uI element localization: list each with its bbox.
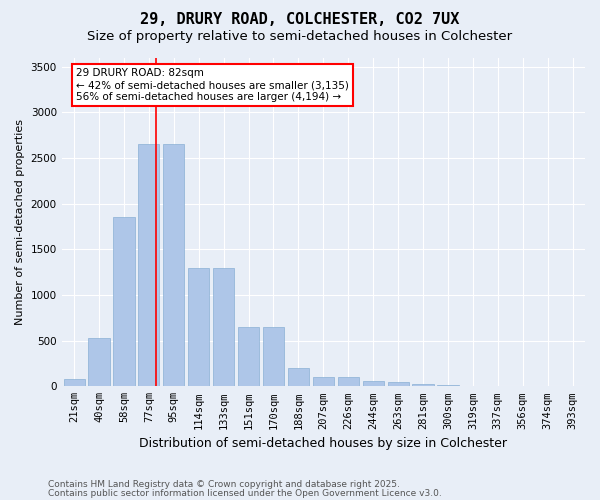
- Text: 29, DRURY ROAD, COLCHESTER, CO2 7UX: 29, DRURY ROAD, COLCHESTER, CO2 7UX: [140, 12, 460, 28]
- Bar: [313, 377, 334, 386]
- Bar: [338, 377, 359, 386]
- Bar: [388, 382, 409, 386]
- Bar: [213, 268, 234, 386]
- Bar: [64, 380, 85, 386]
- Bar: [113, 218, 134, 386]
- Bar: [362, 381, 384, 386]
- Text: Contains HM Land Registry data © Crown copyright and database right 2025.: Contains HM Land Registry data © Crown c…: [48, 480, 400, 489]
- X-axis label: Distribution of semi-detached houses by size in Colchester: Distribution of semi-detached houses by …: [139, 437, 508, 450]
- Text: 29 DRURY ROAD: 82sqm
← 42% of semi-detached houses are smaller (3,135)
56% of se: 29 DRURY ROAD: 82sqm ← 42% of semi-detac…: [76, 68, 349, 102]
- Bar: [163, 144, 184, 386]
- Bar: [238, 327, 259, 386]
- Text: Size of property relative to semi-detached houses in Colchester: Size of property relative to semi-detach…: [88, 30, 512, 43]
- Bar: [188, 268, 209, 386]
- Bar: [288, 368, 309, 386]
- Y-axis label: Number of semi-detached properties: Number of semi-detached properties: [15, 119, 25, 325]
- Bar: [412, 384, 434, 386]
- Bar: [138, 144, 160, 386]
- Bar: [88, 338, 110, 386]
- Bar: [263, 327, 284, 386]
- Text: Contains public sector information licensed under the Open Government Licence v3: Contains public sector information licen…: [48, 489, 442, 498]
